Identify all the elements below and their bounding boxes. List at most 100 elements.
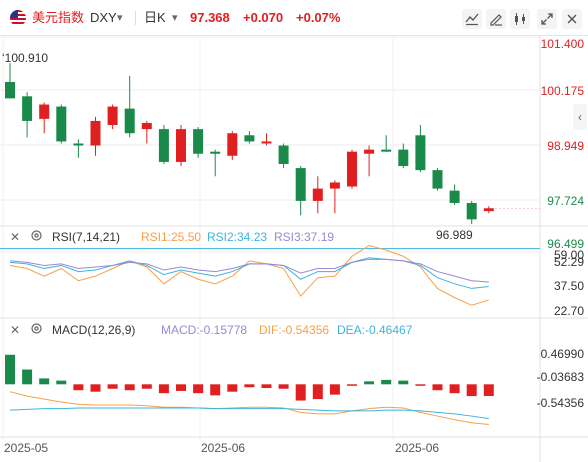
rsi-title: RSI(7,14,21) xyxy=(52,230,121,244)
fullscreen-button[interactable] xyxy=(537,9,557,29)
candle-body xyxy=(432,170,443,189)
macd-bar xyxy=(73,384,84,391)
candle-body xyxy=(261,141,272,144)
rsi-axis-tick: 22.70 xyxy=(553,304,584,318)
candle-body xyxy=(90,120,101,146)
candle-body xyxy=(107,106,118,126)
macd-bar xyxy=(449,384,460,394)
candle-body xyxy=(244,135,255,142)
close-button[interactable] xyxy=(562,9,582,29)
macd-bar xyxy=(244,384,255,388)
period-dropdown-icon[interactable]: ▾ xyxy=(172,12,178,24)
candle-body xyxy=(56,106,67,142)
date-axis-label: 2025-06 xyxy=(395,441,440,455)
rsi-series-line xyxy=(9,257,489,289)
macd-bar xyxy=(466,384,477,397)
low-price-label: 96.989 xyxy=(436,228,473,242)
y-axis-tick-label: 96.499 xyxy=(547,237,584,251)
close-icon xyxy=(567,14,577,24)
price-change: +0.070 xyxy=(243,10,284,25)
indicator-button[interactable] xyxy=(462,9,482,29)
candle-body xyxy=(466,202,477,220)
rsi-series-line xyxy=(9,244,489,306)
macd-bar xyxy=(483,384,494,396)
date-axis-label: 2025-05 xyxy=(4,441,49,455)
symbol-dropdown-icon[interactable]: ▾ xyxy=(117,12,123,24)
macd-bar xyxy=(432,384,443,391)
macd-bar xyxy=(124,384,135,391)
draw-button[interactable] xyxy=(486,9,506,29)
gear-icon xyxy=(31,323,42,334)
dea-value: DEA:-0.46467 xyxy=(337,323,413,337)
macd-bar xyxy=(141,384,152,389)
fullscreen-icon xyxy=(541,13,553,25)
macd-bar xyxy=(329,384,340,395)
candle-style-button[interactable] xyxy=(510,9,530,29)
macd-bar xyxy=(312,384,323,400)
candle-body xyxy=(364,149,375,154)
candle-body xyxy=(141,122,152,130)
rsi-series-line xyxy=(9,258,489,283)
high-price-label: 100.910 xyxy=(4,51,49,65)
macd-bar xyxy=(158,384,169,394)
macd-bar xyxy=(210,384,221,396)
rsi-axis-tick: 37.50 xyxy=(553,279,584,293)
y-axis-tick-label: 98.949 xyxy=(547,139,584,153)
draw-icon xyxy=(490,14,502,26)
candle-body xyxy=(176,129,186,162)
macd-bar xyxy=(56,380,67,385)
macd-bar xyxy=(193,384,204,394)
macd-bar xyxy=(176,384,186,391)
candle-body xyxy=(278,145,289,164)
dif-value: DIF:-0.54356 xyxy=(259,323,330,337)
rsi-axis-tick: 59.00 xyxy=(553,248,584,262)
chart-toolbar: 美元指数 DXY ▾ 日K ▾ 97.368 +0.070 +0.07% xyxy=(0,0,588,36)
last-price: 97.368 xyxy=(190,10,230,25)
toolbar-divider xyxy=(135,11,136,25)
y-axis-tick-label: 97.724 xyxy=(547,194,584,208)
macd-axis-tick: 0.46990 xyxy=(540,347,584,361)
macd-value: MACD:-0.15778 xyxy=(161,323,248,337)
macd-bar xyxy=(295,384,306,401)
macd-series-line xyxy=(9,407,489,420)
candle-body xyxy=(227,133,238,156)
macd-bar xyxy=(261,384,272,388)
candle-body xyxy=(193,129,204,154)
symbol-name[interactable]: 美元指数 xyxy=(32,10,85,25)
candle-style-icon xyxy=(515,13,525,25)
macd-bar xyxy=(90,384,101,392)
macd-collapse-icon[interactable]: ✕ xyxy=(10,323,21,337)
macd-bar xyxy=(364,381,375,385)
y-axis-tick-label: 101.400 xyxy=(540,37,584,51)
symbol-ticker[interactable]: DXY xyxy=(90,10,117,25)
rsi-axis-tick: 52.29 xyxy=(553,255,584,269)
candle-body xyxy=(158,129,169,162)
candle-body xyxy=(124,108,135,134)
rsi1-value: RSI1:25.50 xyxy=(141,230,202,244)
macd-bar xyxy=(278,384,289,389)
collapse-axis-button[interactable]: ‹ xyxy=(573,104,587,130)
high-marker-label: ‘100.910 xyxy=(2,51,49,65)
candle-body xyxy=(39,104,50,119)
candle-body xyxy=(449,190,460,203)
indicator-icon xyxy=(465,13,479,26)
macd-settings-button[interactable] xyxy=(30,322,43,340)
candle-body xyxy=(329,182,340,189)
period-selector[interactable]: 日K xyxy=(144,10,166,25)
candle-body xyxy=(347,151,357,187)
candle-body xyxy=(73,143,84,146)
macd-axis-tick: -0.03683 xyxy=(536,370,584,384)
macd-bar xyxy=(22,369,33,385)
rsi-collapse-icon[interactable]: ✕ xyxy=(10,230,21,244)
date-axis-label: 2025-06 xyxy=(201,441,246,455)
macd-bar xyxy=(415,384,426,386)
rsi-settings-button[interactable] xyxy=(30,229,43,247)
candle-body xyxy=(483,208,494,212)
candle-body xyxy=(5,81,15,99)
macd-bar xyxy=(107,384,118,389)
us-flag-icon xyxy=(10,10,26,26)
rsi3-value: RSI3:37.19 xyxy=(274,230,335,244)
candle-body xyxy=(312,188,323,201)
